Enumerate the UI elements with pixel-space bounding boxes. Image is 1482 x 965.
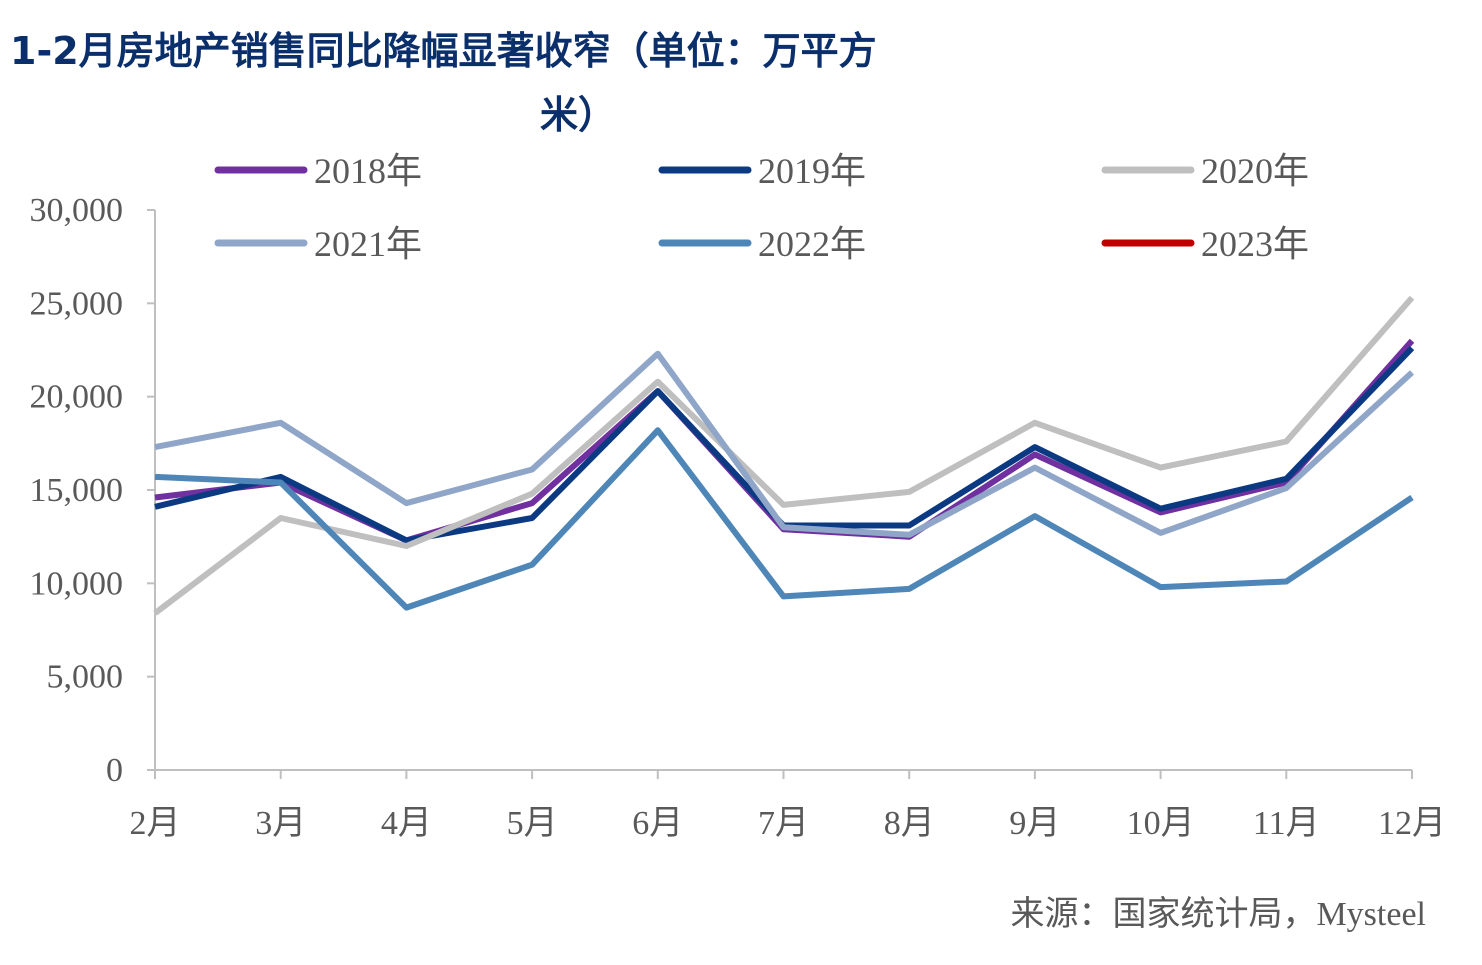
legend: 2018年 2019年 2020年 2021年 2022年 2023年 — [214, 151, 1309, 264]
series-group — [153, 295, 1415, 616]
y-tick-label: 5,000 — [47, 659, 124, 696]
legend-label-1: 2019年 — [758, 151, 866, 191]
x-axis: 2月 3月 4月 5月 6月 7月 8月 9月 10月 11月 12月 — [130, 769, 1446, 842]
chart-title-line-1: 1-2月房地产销售同比降幅显著收窄（单位：万平方 — [10, 29, 877, 73]
series-line-3 — [154, 350, 1415, 538]
x-tick-label: 12月 — [1378, 805, 1446, 842]
y-tick-label: 15,000 — [30, 472, 124, 509]
x-tick-label: 10月 — [1127, 805, 1195, 842]
chart-title-line-2: 米） — [540, 93, 616, 137]
x-tick-label: 11月 — [1253, 805, 1320, 842]
y-tick-label: 10,000 — [30, 565, 124, 602]
legend-label-3: 2021年 — [314, 224, 422, 264]
x-tick-label: 4月 — [381, 805, 432, 842]
x-tick-label: 9月 — [1009, 805, 1060, 842]
source-note: 来源：国家统计局，Mysteel — [1010, 895, 1426, 933]
x-tick-label: 5月 — [507, 805, 558, 842]
x-tick-label: 8月 — [884, 805, 935, 842]
y-tick-label: 20,000 — [30, 379, 124, 416]
legend-label-0: 2018年 — [314, 151, 422, 191]
y-axis: 0 5,000 10,000 15,000 20,000 25,000 30,000 — [30, 192, 156, 789]
x-tick-label: 3月 — [255, 805, 306, 842]
series-line-4 — [154, 427, 1414, 611]
legend-label-2: 2020年 — [1201, 151, 1309, 191]
y-tick-label: 25,000 — [30, 285, 124, 322]
legend-label-4: 2022年 — [758, 224, 866, 264]
y-tick-label: 0 — [106, 752, 123, 789]
x-tick-label: 6月 — [632, 805, 683, 842]
series-line-2 — [153, 295, 1415, 616]
y-tick-label: 30,000 — [30, 192, 124, 229]
legend-label-5: 2023年 — [1201, 224, 1309, 264]
x-tick-label: 7月 — [758, 805, 809, 842]
x-tick-label: 2月 — [130, 805, 181, 842]
